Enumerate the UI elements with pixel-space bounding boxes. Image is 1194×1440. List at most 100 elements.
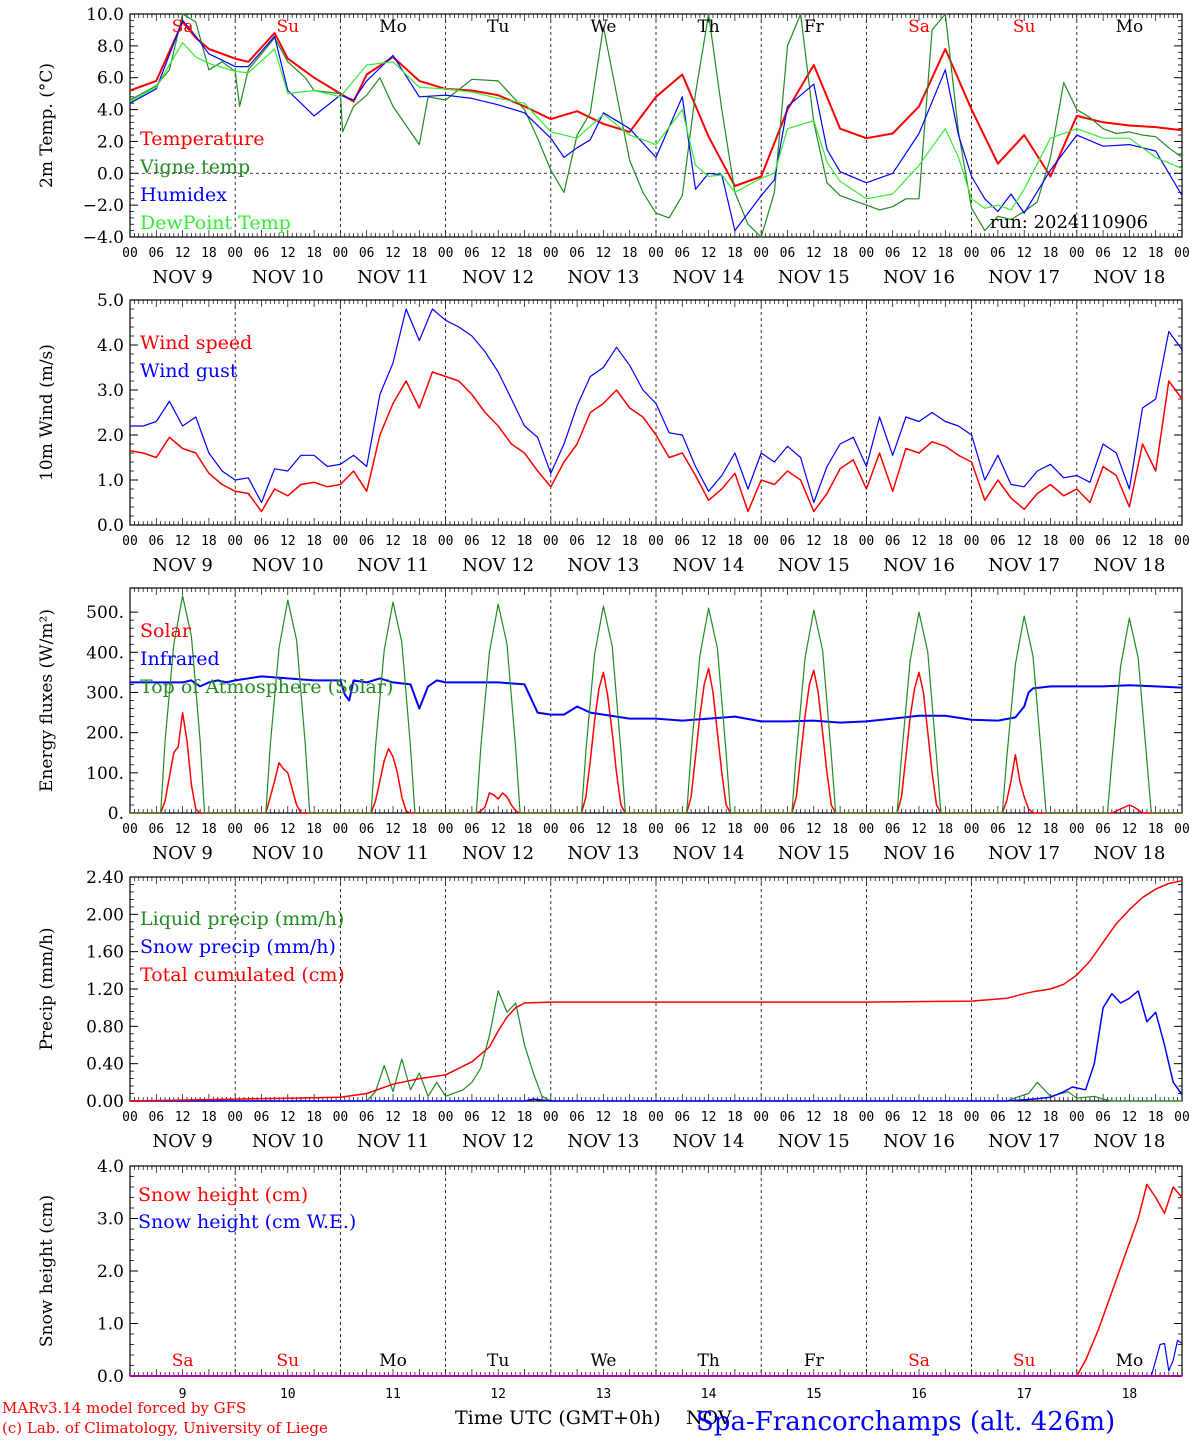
panel-frame (129, 299, 1183, 526)
x-hour-label: 00 (964, 534, 980, 549)
x-date-label: NOV 15 (778, 1131, 850, 1152)
x-hour-label: 12 (806, 1110, 822, 1125)
run-label: run: 2024110906 (990, 212, 1148, 233)
y-tick-label: 400. (86, 643, 124, 663)
weekday-label-top: Tu (487, 17, 509, 37)
x-hour-label: 06 (359, 822, 375, 837)
x-hour-label: 12 (175, 534, 191, 549)
day-number-label: 14 (701, 1387, 717, 1402)
weekday-label-bottom: Mo (379, 1351, 407, 1371)
y-axis-title: 2m Temp. (°C) (37, 63, 57, 188)
legend-entry: Top of Atmosphere (Solar) (140, 676, 393, 698)
y-tick-label: 4.0 (97, 1157, 124, 1177)
x-hour-label: 12 (1122, 534, 1138, 549)
x-hour-label: 06 (254, 1110, 270, 1125)
x-hour-label: 06 (569, 246, 585, 261)
x-hour-label: 12 (1122, 1110, 1138, 1125)
x-hour-label: 12 (911, 246, 927, 261)
y-tick-label: 0.0 (97, 516, 124, 536)
x-hour-label: 00 (648, 1110, 664, 1125)
x-hour-label: 18 (727, 534, 743, 549)
x-date-label: NOV 11 (357, 267, 429, 288)
x-date-label: NOV 16 (883, 843, 955, 864)
x-date-label: NOV 12 (462, 1131, 534, 1152)
x-hour-label: 18 (517, 246, 533, 261)
legend-entry: Infrared (140, 648, 220, 670)
x-hour-label: 12 (1016, 1110, 1032, 1125)
series-line-2 (130, 308, 1183, 504)
legend-entry: Total cumulated (cm) (140, 964, 345, 986)
legend-entry: DewPoint Temp (140, 212, 291, 234)
x-hour-label: 06 (569, 534, 585, 549)
x-date-label: NOV 9 (152, 267, 212, 288)
x-hour-label: 18 (832, 534, 848, 549)
x-hour-label: 18 (622, 822, 638, 837)
x-date-label: NOV 17 (988, 843, 1060, 864)
panel-frame (129, 13, 1183, 238)
x-hour-label: 18 (1043, 1110, 1059, 1125)
x-hour-label: 18 (201, 246, 217, 261)
x-hour-label: 12 (280, 1110, 296, 1125)
x-hour-label: 12 (596, 822, 612, 837)
x-date-label: NOV 9 (152, 555, 212, 576)
series-line-3 (129, 879, 1183, 1102)
x-date-label: NOV 14 (673, 267, 745, 288)
weekday-label-bottom: Th (697, 1351, 719, 1371)
x-hour-label: 00 (1069, 822, 1085, 837)
x-hour-label: 18 (622, 246, 638, 261)
x-date-label: NOV 10 (252, 267, 324, 288)
x-date-label: NOV 11 (357, 1131, 429, 1152)
weekday-label-top: Su (1013, 17, 1036, 37)
x-hour-label: 06 (674, 246, 690, 261)
x-date-label: NOV 15 (778, 843, 850, 864)
x-hour-label: 18 (1148, 1110, 1164, 1125)
x-hour-label: 00 (964, 822, 980, 837)
x-hour-label: 12 (1016, 822, 1032, 837)
y-tick-label: 500. (86, 603, 124, 623)
y-tick-label: 10.0 (86, 5, 124, 25)
x-hour-label: 06 (148, 1110, 164, 1125)
x-hour-label: 00 (1069, 246, 1085, 261)
x-hour-label: 00 (753, 246, 769, 261)
weekday-label-top: We (590, 17, 616, 37)
x-date-label: NOV 12 (462, 843, 534, 864)
x-hour-label: 18 (517, 1110, 533, 1125)
x-hour-label: 18 (306, 246, 322, 261)
x-hour-label: 00 (753, 822, 769, 837)
y-tick-label: 2.0 (97, 132, 124, 152)
time-axis-label: Time UTC (GMT+0h) (455, 1407, 661, 1429)
x-date-label: NOV 13 (567, 555, 639, 576)
y-tick-label: 0. (108, 804, 124, 824)
x-hour-label: 00 (438, 1110, 454, 1125)
x-hour-label: 06 (464, 822, 480, 837)
x-hour-label: 06 (1095, 822, 1111, 837)
x-hour-label: 00 (859, 822, 875, 837)
x-hour-label: 12 (280, 534, 296, 549)
weekday-label-top: Sa (172, 17, 194, 37)
panel-5: 0.0 1.0 2.0 3.0 4.0 Snow height (cm) Snow heig… (37, 1157, 1183, 1387)
x-hour-label: 12 (911, 822, 927, 837)
x-date-label: NOV 16 (883, 267, 955, 288)
x-date-label: NOV 17 (988, 267, 1060, 288)
x-hour-label: 12 (911, 534, 927, 549)
day-number-label: 17 (1016, 1387, 1032, 1402)
weekday-label-bottom: Su (276, 1351, 299, 1371)
x-hour-label: 18 (517, 822, 533, 837)
y-tick-label: 0.00 (86, 1092, 124, 1112)
day-number-label: 12 (490, 1387, 506, 1402)
x-hour-label: 06 (148, 534, 164, 549)
weekday-label-top: Fr (804, 17, 825, 37)
x-hour-label: 06 (780, 246, 796, 261)
x-hour-label: 12 (280, 822, 296, 837)
x-hour-label: 12 (701, 822, 717, 837)
x-hour-label: 00 (122, 246, 138, 261)
series-line-1 (130, 1183, 1183, 1377)
y-tick-label: 0.80 (86, 1017, 124, 1037)
x-date-label: NOV 11 (357, 843, 429, 864)
x-hour-label: 12 (701, 1110, 717, 1125)
x-hour-label: 06 (990, 246, 1006, 261)
weekday-label-top: Su (276, 17, 299, 37)
y-tick-label: 2.40 (86, 868, 124, 888)
y-tick-label: 6.0 (97, 69, 124, 89)
series-line-2 (130, 675, 1183, 724)
